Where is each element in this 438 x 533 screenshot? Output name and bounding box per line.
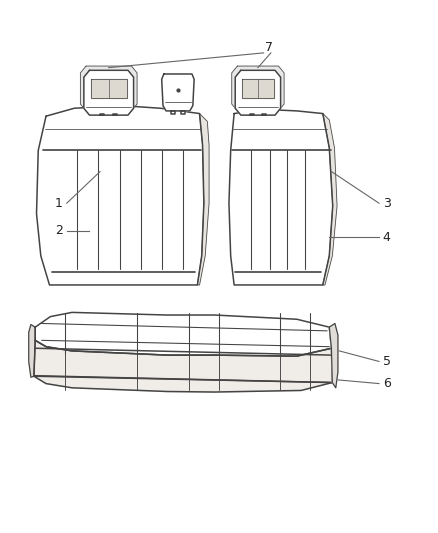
Polygon shape <box>162 74 194 111</box>
Polygon shape <box>84 70 134 115</box>
Polygon shape <box>262 114 266 115</box>
Polygon shape <box>91 79 127 98</box>
Polygon shape <box>229 109 333 285</box>
Polygon shape <box>329 324 338 388</box>
Text: 7: 7 <box>265 41 273 54</box>
Polygon shape <box>242 79 274 98</box>
Polygon shape <box>34 341 332 392</box>
Polygon shape <box>323 114 337 285</box>
Polygon shape <box>113 114 117 115</box>
Text: 6: 6 <box>383 377 391 390</box>
Text: 5: 5 <box>383 355 391 368</box>
Polygon shape <box>250 114 254 115</box>
Text: 4: 4 <box>383 231 391 244</box>
Polygon shape <box>100 114 104 115</box>
Polygon shape <box>235 70 281 115</box>
Polygon shape <box>35 312 332 356</box>
Polygon shape <box>198 114 209 285</box>
Polygon shape <box>29 325 35 377</box>
Text: 1: 1 <box>55 197 63 209</box>
Text: 2: 2 <box>55 224 63 237</box>
Polygon shape <box>180 111 185 114</box>
Polygon shape <box>36 106 204 285</box>
Polygon shape <box>171 111 175 114</box>
Polygon shape <box>232 66 284 111</box>
Text: 3: 3 <box>383 197 391 209</box>
Polygon shape <box>81 66 137 111</box>
